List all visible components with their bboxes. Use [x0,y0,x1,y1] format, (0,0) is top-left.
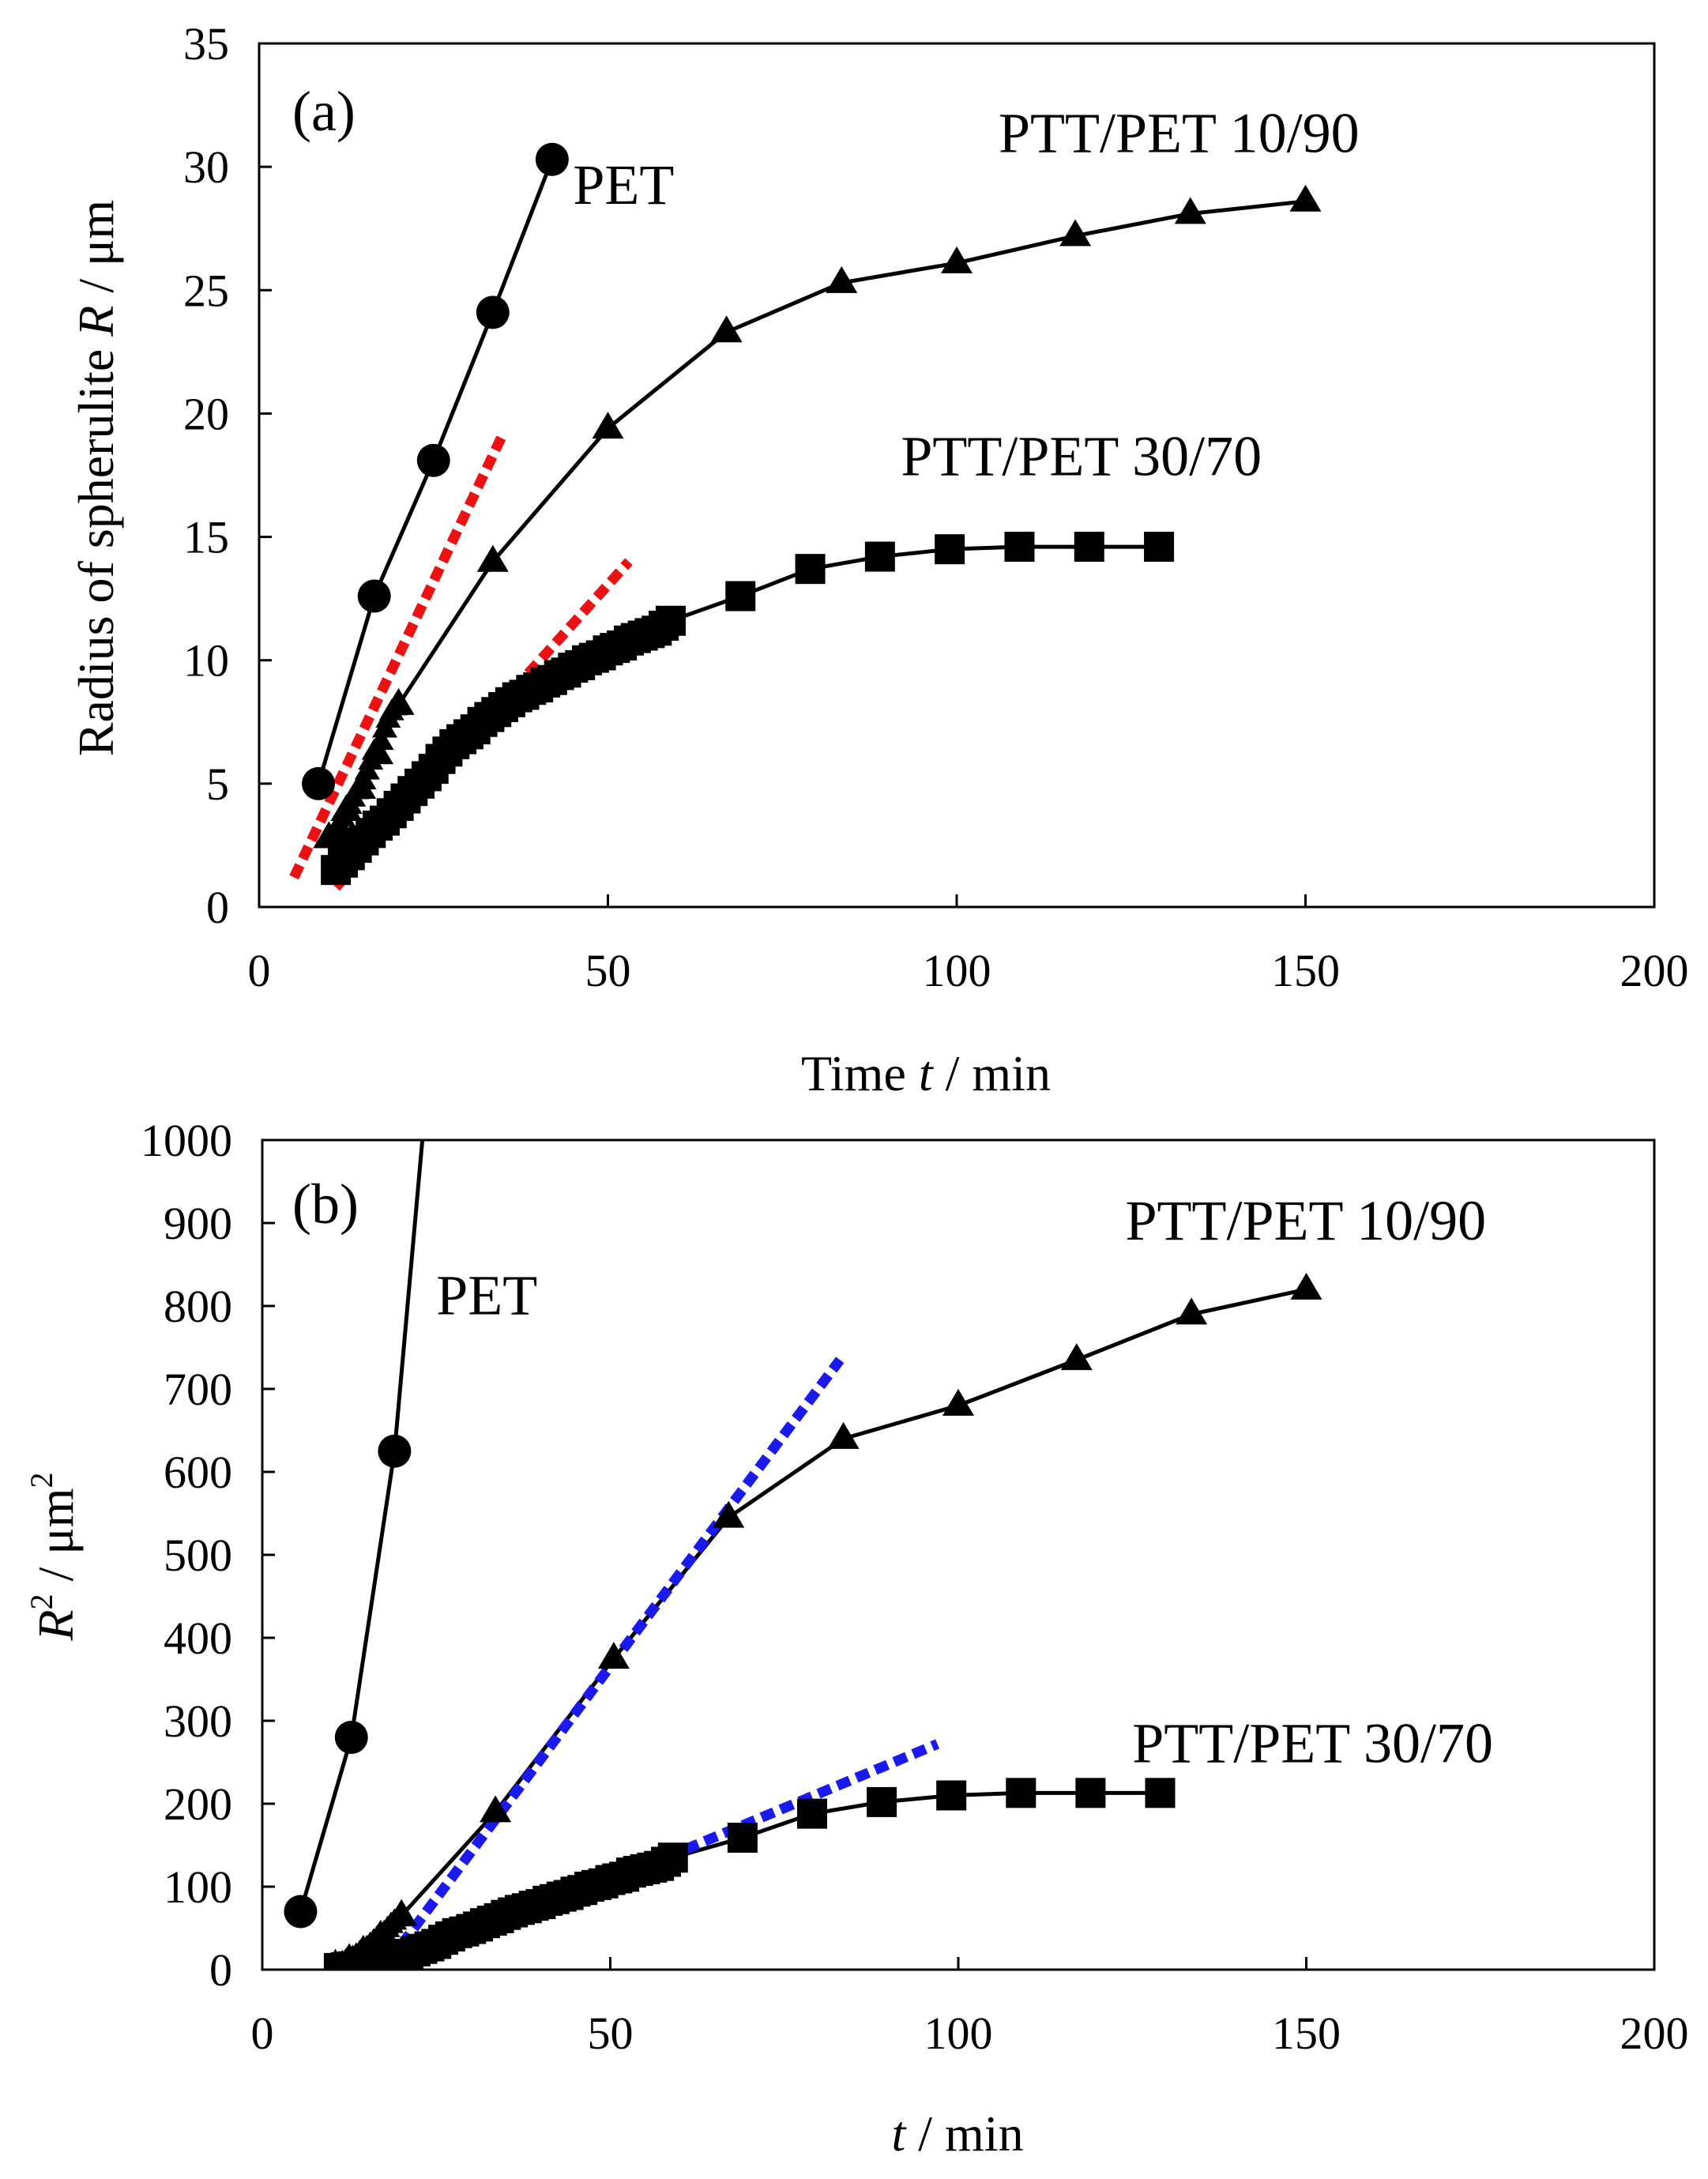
data-point-ptt-pet-10-90-a [592,412,624,439]
data-point-ptt-pet-10-90-b [942,1388,974,1416]
data-point-ptt-pet-10-90-b [1060,1343,1093,1371]
series-line-pet-b [299,1140,425,1913]
y-tick-label-a: 5 [206,758,229,810]
data-point-ptt-pet-10-90-a [826,265,858,293]
y-tick-label-b: 900 [164,1198,232,1249]
data-point-pet-a [416,443,450,477]
annotation-pet-a: PET [573,153,674,216]
data-point-ptt-pet-30-70-a [1144,532,1175,563]
panel-label-a: (a) [292,80,356,143]
data-point-ptt-pet-30-70-a [864,541,895,572]
x-axis-label-b: t / min [891,2106,1023,2162]
y-tick-label-b: 400 [164,1613,232,1664]
data-point-pet-a [535,142,569,176]
data-point-ptt-pet-10-90-a [1059,219,1092,247]
x-tick-label-b: 200 [1620,2008,1689,2059]
y-tick-label-b: 800 [164,1281,232,1332]
annotation-ptt-pet-30-70-a: PTT/PET 30/70 [901,425,1262,488]
y-tick-label-a: 15 [183,512,229,563]
data-point-ptt-pet-10-90-a [710,315,743,343]
data-point-ptt-pet-10-90-a [329,804,356,826]
data-point-ptt-pet-30-70-b [1145,1778,1176,1808]
data-point-ptt-pet-30-70-b [936,1780,967,1811]
data-point-ptt-pet-30-70-b [657,1842,688,1873]
data-point-ptt-pet-10-90-a [1289,184,1322,212]
data-point-pet-b [334,1721,368,1754]
series-line-ptt-pet-10-90-b [334,1287,1307,1968]
data-point-ptt-pet-10-90-b [385,1905,411,1927]
data-point-pet-a [476,295,510,329]
data-point-ptt-pet-10-90-b [597,1642,630,1669]
x-tick-label-a: 0 [248,945,271,996]
y-tick-label-b: 700 [164,1364,232,1415]
data-point-ptt-pet-30-70-a [655,605,686,636]
data-point-ptt-pet-10-90-a [476,544,509,572]
x-tick-label-a: 150 [1271,945,1340,996]
y-tick-label-b: 200 [164,1778,232,1830]
x-axis-label-a: Time t / min [801,1045,1051,1101]
data-point-ptt-pet-10-90-b [713,1500,745,1528]
data-point-ptt-pet-10-90-a [1174,197,1206,224]
data-point-ptt-pet-10-90-b [480,1795,512,1823]
data-point-ptt-pet-30-70-b [867,1786,897,1817]
y-tick-label-b: 600 [164,1447,232,1498]
data-point-pet-a [357,579,391,613]
data-layer-b [284,1140,1322,1970]
y-tick-label-a: 30 [183,141,229,193]
data-point-ptt-pet-30-70-a [1004,532,1035,563]
x-tick-label-b: 50 [588,2008,634,2059]
data-point-ptt-pet-10-90-a [382,694,408,716]
annotation-pet-b: PET [436,1264,537,1327]
data-point-ptt-pet-30-70-a [795,554,826,585]
chart-panel-b: (b) t / min R2 / μm2 0 50 100 150 200 0 100 200… [24,1115,1689,2162]
data-point-ptt-pet-30-70-b [796,1798,827,1829]
y-tick-label-b: 0 [209,1944,232,1996]
y-tick-label-b: 1000 [141,1115,232,1166]
data-point-pet-a [302,766,336,800]
x-tick-label-a: 100 [923,945,991,996]
y-tick-label-a: 0 [206,882,229,933]
x-tick-label-b: 100 [924,2008,993,2059]
data-point-ptt-pet-10-90-a [941,246,973,273]
annotation-ptt-pet-10-90-b: PTT/PET 10/90 [1125,1189,1486,1252]
y-tick-label-a: 20 [183,388,229,439]
y-tick-label-b: 100 [164,1861,232,1913]
x-tick-label-a: 200 [1620,945,1689,996]
chart-panel-a: (a) Time t / min Radius of spherulite R … [68,18,1689,1101]
panel-label-b: (b) [292,1172,359,1236]
y-axis-label-a: Radius of spherulite R / μm [68,200,124,756]
x-tick-label-b: 150 [1272,2008,1341,2059]
y-tick-label-a: 10 [183,635,229,687]
annotation-ptt-pet-10-90-a: PTT/PET 10/90 [999,101,1360,164]
data-point-ptt-pet-30-70-a [725,581,756,612]
y-tick-label-b: 300 [164,1695,232,1747]
y-tick-label-a: 35 [183,18,229,70]
data-point-ptt-pet-10-90-b [827,1421,860,1449]
data-point-ptt-pet-30-70-a [935,534,965,565]
x-tick-label-b: 0 [251,2008,274,2059]
y-tick-label-b: 500 [164,1530,232,1581]
data-point-ptt-pet-30-70-b [1006,1778,1036,1808]
data-layer-a [289,142,1322,891]
data-point-pet-b [284,1895,318,1929]
x-tick-label-a: 50 [585,945,631,996]
data-point-ptt-pet-30-70-b [1075,1778,1106,1808]
data-point-pet-b [378,1434,412,1468]
data-point-ptt-pet-30-70-b [727,1823,758,1853]
annotation-ptt-pet-30-70-b: PTT/PET 30/70 [1132,1712,1493,1775]
y-axis-label-b: R2 / μm2 [24,1473,84,1642]
data-point-ptt-pet-10-90-b [1176,1297,1208,1325]
data-point-ptt-pet-10-90-b [1290,1272,1322,1300]
data-point-ptt-pet-10-90-a [368,728,394,751]
data-point-ptt-pet-30-70-a [1074,532,1104,563]
y-tick-label-a: 25 [183,265,229,316]
